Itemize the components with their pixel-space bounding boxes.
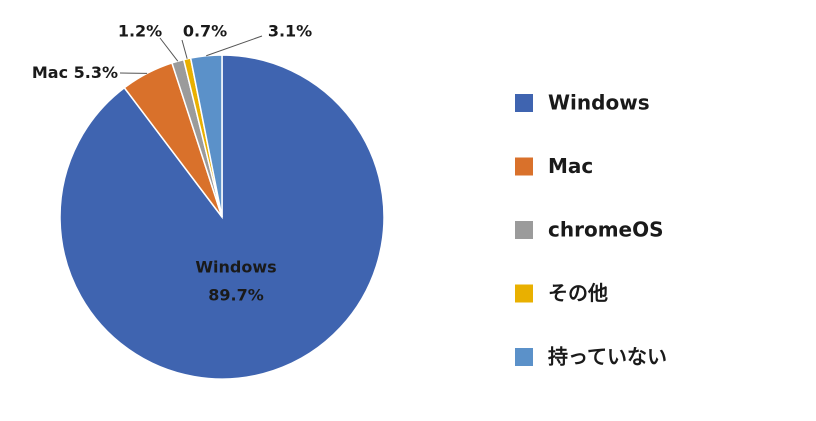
legend-label: その他 — [548, 281, 608, 305]
data-label-value: 5.3% — [74, 63, 118, 82]
legend-label: 持っていない — [548, 345, 667, 369]
data-label: 0.7% — [183, 22, 227, 41]
data-label: 89.7% — [208, 286, 264, 305]
data-label: 1.2% — [118, 22, 162, 41]
legend-swatch — [515, 221, 533, 239]
leader-line — [182, 40, 187, 59]
leader-line — [160, 38, 178, 61]
legend-swatch — [515, 158, 533, 176]
legend-label: Windows — [548, 91, 650, 115]
legend-swatch — [515, 285, 533, 303]
legend-swatch — [515, 94, 533, 112]
legend-label: chromeOS — [548, 218, 664, 242]
data-label-name: Mac — [32, 63, 68, 82]
legend-swatch — [515, 348, 533, 366]
data-label: Windows — [195, 258, 276, 277]
legend-label: Mac — [548, 154, 593, 178]
data-label: Mac 5.3% — [32, 63, 118, 82]
data-label: 3.1% — [268, 22, 312, 41]
